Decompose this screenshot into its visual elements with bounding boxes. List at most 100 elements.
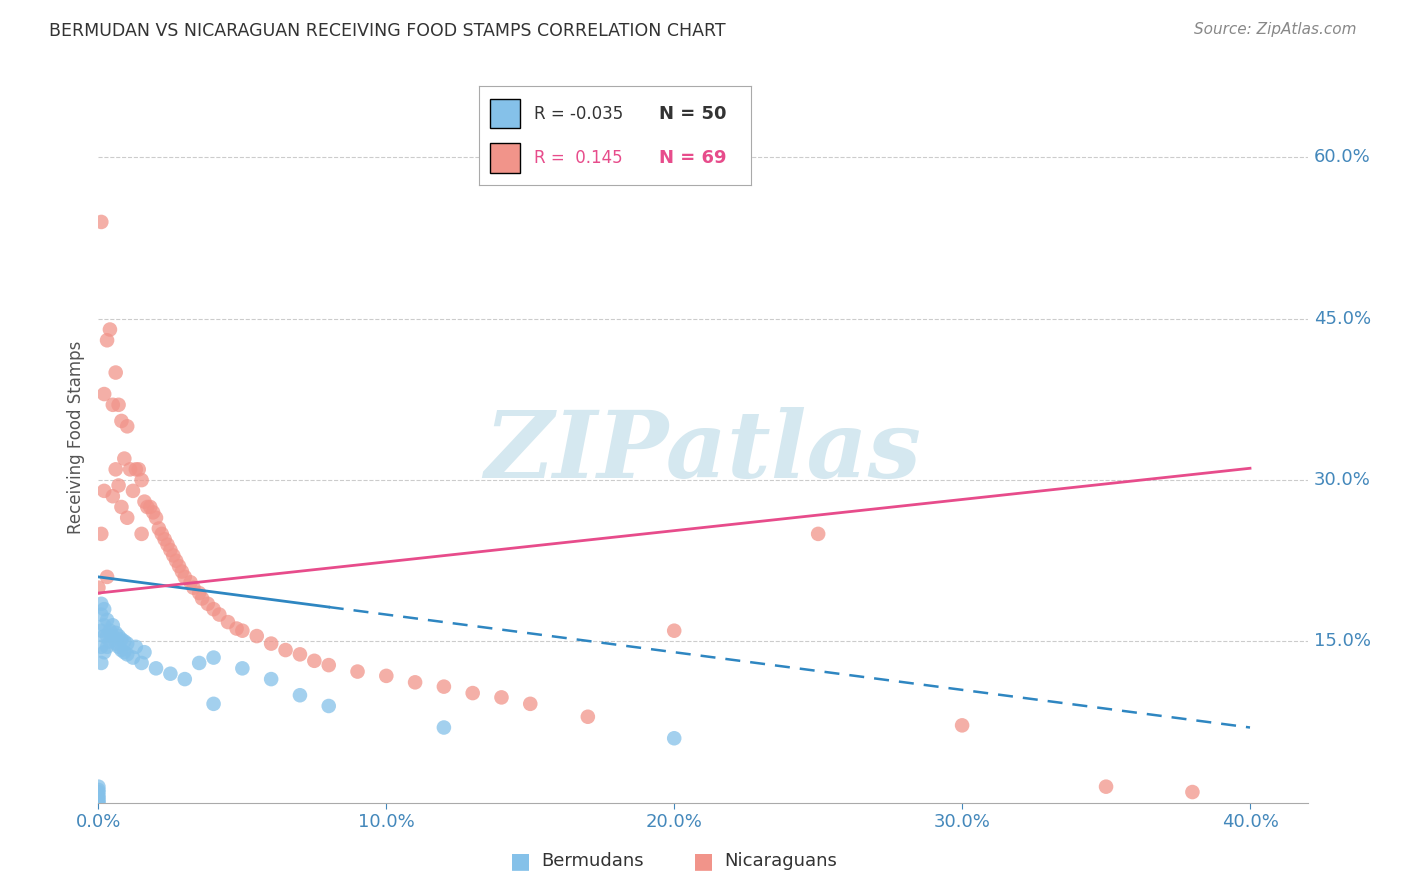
Point [197, 597, 219, 611]
Point [136, 500, 159, 514]
Point [87, 790, 110, 805]
Point [153, 533, 176, 547]
Point [110, 632, 132, 647]
Text: 45.0%: 45.0% [1313, 310, 1371, 327]
Point [260, 672, 283, 686]
Point [131, 656, 153, 670]
Point [183, 581, 205, 595]
Point [1095, 780, 1118, 794]
Point [202, 650, 225, 665]
Point [107, 640, 129, 654]
Point [461, 686, 484, 700]
Point [112, 451, 135, 466]
Point [87, 796, 110, 810]
Text: ZIPatlas: ZIPatlas [485, 407, 921, 497]
Point [122, 650, 145, 665]
Text: BERMUDAN VS NICARAGUAN RECEIVING FOOD STAMPS CORRELATION CHART: BERMUDAN VS NICARAGUAN RECEIVING FOOD ST… [49, 22, 725, 40]
Point [90, 215, 112, 229]
Point [134, 645, 156, 659]
Point [246, 629, 269, 643]
Point [104, 462, 127, 476]
Point [112, 634, 135, 648]
Point [87, 581, 110, 595]
Point [90, 640, 112, 654]
Point [664, 624, 686, 638]
Point [150, 527, 173, 541]
Point [304, 654, 326, 668]
Point [115, 419, 138, 434]
Point [167, 559, 190, 574]
Point [188, 656, 211, 670]
Point [159, 666, 181, 681]
Point [173, 672, 195, 686]
Point [115, 510, 138, 524]
Point [104, 637, 127, 651]
Point [134, 494, 156, 508]
Point [288, 688, 311, 702]
Point [122, 483, 145, 498]
Point [274, 643, 297, 657]
Point [87, 780, 110, 794]
Point [217, 615, 239, 629]
Point [139, 500, 162, 514]
Point [145, 510, 167, 524]
Point [93, 618, 115, 632]
Point [318, 698, 340, 713]
Point [87, 789, 110, 803]
Point [104, 366, 127, 380]
Text: 15.0%: 15.0% [1313, 632, 1371, 650]
Point [131, 527, 153, 541]
Point [807, 527, 830, 541]
Point [170, 565, 193, 579]
Point [101, 629, 124, 643]
Point [159, 543, 181, 558]
Point [87, 783, 110, 797]
Point [433, 680, 456, 694]
Point [950, 718, 973, 732]
Text: Nicaraguans: Nicaraguans [724, 852, 837, 870]
Text: Bermudans: Bermudans [541, 852, 644, 870]
Point [98, 322, 121, 336]
Point [112, 645, 135, 659]
Point [96, 629, 118, 643]
Point [87, 795, 110, 809]
Point [110, 414, 132, 428]
Text: 30.0%: 30.0% [1313, 471, 1371, 489]
Point [93, 387, 115, 401]
Point [260, 637, 283, 651]
Point [110, 643, 132, 657]
Point [87, 785, 110, 799]
Point [93, 602, 115, 616]
Point [208, 607, 231, 622]
Point [101, 489, 124, 503]
Point [231, 624, 253, 638]
Point [93, 629, 115, 643]
Point [191, 591, 214, 606]
Text: Source: ZipAtlas.com: Source: ZipAtlas.com [1194, 22, 1357, 37]
Point [162, 549, 184, 563]
Point [318, 658, 340, 673]
Point [107, 629, 129, 643]
Point [115, 648, 138, 662]
Point [433, 721, 456, 735]
Point [98, 634, 121, 648]
Point [202, 602, 225, 616]
Point [104, 625, 127, 640]
Y-axis label: Receiving Food Stamps: Receiving Food Stamps [66, 341, 84, 533]
Point [93, 483, 115, 498]
Point [142, 505, 165, 519]
Point [107, 478, 129, 492]
Point [96, 570, 118, 584]
Point [131, 473, 153, 487]
Point [93, 645, 115, 659]
Point [90, 597, 112, 611]
Point [96, 640, 118, 654]
Text: 60.0%: 60.0% [1313, 148, 1371, 167]
Point [96, 333, 118, 347]
Point [165, 554, 187, 568]
Point [231, 661, 253, 675]
Point [110, 500, 132, 514]
Point [225, 622, 247, 636]
Point [101, 618, 124, 632]
Point [98, 624, 121, 638]
